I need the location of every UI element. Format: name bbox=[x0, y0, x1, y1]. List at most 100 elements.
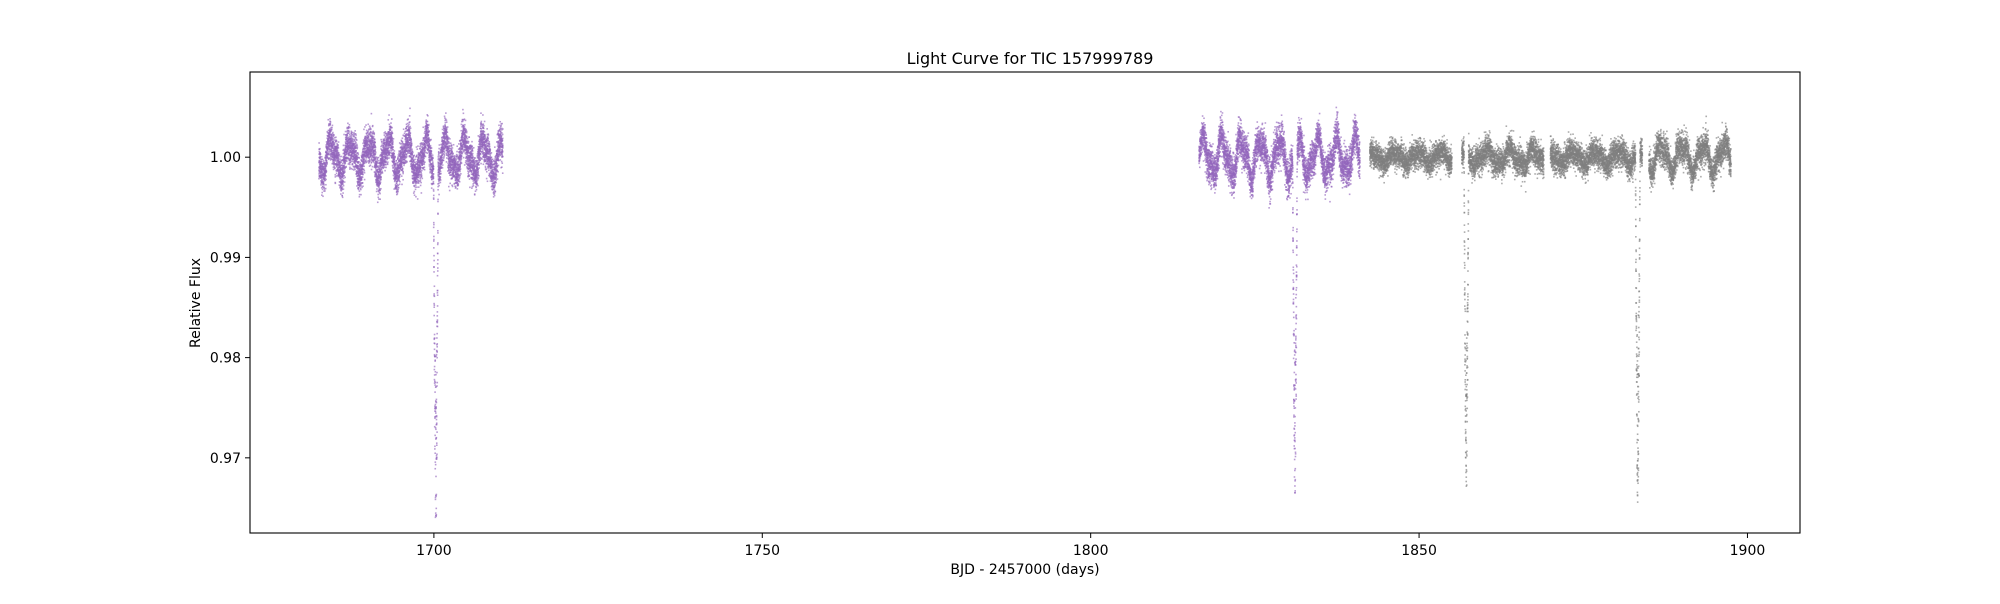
data-point bbox=[352, 153, 355, 155]
data-point bbox=[340, 167, 342, 169]
data-point bbox=[430, 150, 433, 153]
data-point bbox=[330, 128, 333, 131]
data-point bbox=[362, 141, 365, 143]
data-point bbox=[435, 495, 437, 497]
data-point bbox=[433, 333, 436, 336]
data-point bbox=[387, 161, 389, 163]
data-point bbox=[432, 226, 435, 229]
data-point bbox=[388, 146, 391, 149]
data-point bbox=[354, 168, 356, 170]
data-point bbox=[350, 144, 353, 147]
data-point bbox=[437, 198, 439, 201]
data-point bbox=[341, 194, 344, 197]
data-point bbox=[434, 445, 436, 448]
data-point bbox=[367, 123, 370, 126]
data-point bbox=[368, 151, 370, 153]
data-point bbox=[337, 157, 340, 160]
data-point bbox=[364, 137, 367, 140]
data-point bbox=[318, 169, 321, 172]
data-point bbox=[371, 141, 374, 144]
data-point bbox=[370, 134, 372, 137]
data-point bbox=[347, 132, 349, 134]
data-point bbox=[462, 146, 464, 148]
data-point bbox=[323, 184, 325, 186]
data-point bbox=[368, 162, 370, 164]
data-point bbox=[352, 138, 354, 141]
data-point bbox=[408, 129, 411, 131]
data-point bbox=[339, 173, 342, 175]
data-point bbox=[325, 175, 327, 177]
data-point bbox=[461, 151, 464, 153]
data-point bbox=[321, 179, 324, 182]
data-point bbox=[337, 162, 340, 165]
data-point bbox=[427, 127, 429, 129]
data-point bbox=[388, 157, 390, 159]
data-point bbox=[374, 170, 377, 173]
data-point bbox=[389, 128, 392, 131]
data-point bbox=[337, 141, 340, 143]
data-point bbox=[418, 173, 420, 176]
data-point bbox=[368, 147, 371, 149]
data-point bbox=[330, 130, 332, 133]
data-point bbox=[356, 154, 358, 157]
data-point bbox=[359, 182, 362, 184]
data-point bbox=[408, 115, 411, 117]
data-point bbox=[357, 184, 359, 186]
data-point bbox=[439, 170, 442, 173]
data-point bbox=[325, 141, 328, 143]
data-point bbox=[432, 194, 435, 197]
data-point bbox=[358, 161, 360, 163]
data-point bbox=[441, 164, 444, 166]
data-point bbox=[362, 185, 364, 188]
data-point bbox=[363, 171, 366, 174]
data-point bbox=[350, 130, 353, 133]
data-point bbox=[322, 180, 324, 183]
data-point bbox=[459, 174, 461, 177]
data-point bbox=[359, 180, 361, 183]
data-point bbox=[372, 135, 375, 138]
data-point bbox=[464, 119, 467, 122]
data-point bbox=[353, 144, 355, 147]
data-point bbox=[334, 167, 336, 169]
data-point bbox=[365, 156, 368, 158]
data-point bbox=[324, 173, 327, 176]
data-point bbox=[350, 156, 353, 158]
data-point bbox=[320, 180, 322, 182]
data-point bbox=[363, 128, 365, 131]
data-point bbox=[380, 176, 382, 179]
data-point bbox=[432, 188, 435, 191]
data-point bbox=[326, 156, 329, 158]
data-point bbox=[433, 235, 435, 238]
data-point bbox=[369, 126, 371, 129]
data-point bbox=[337, 161, 339, 164]
data-point bbox=[415, 195, 417, 198]
data-point bbox=[368, 128, 370, 130]
data-point bbox=[330, 149, 333, 151]
data-point bbox=[436, 343, 439, 345]
data-point bbox=[318, 150, 321, 153]
data-point bbox=[437, 232, 439, 234]
data-point bbox=[360, 154, 363, 157]
data-point bbox=[332, 137, 334, 140]
data-point bbox=[333, 162, 336, 165]
data-point bbox=[321, 171, 323, 173]
data-point bbox=[341, 162, 344, 165]
data-point bbox=[427, 114, 429, 117]
data-point bbox=[430, 187, 433, 189]
data-point bbox=[413, 194, 416, 197]
data-point bbox=[433, 238, 435, 241]
data-point bbox=[324, 167, 327, 169]
data-point bbox=[368, 156, 371, 159]
data-point bbox=[338, 154, 340, 157]
data-point bbox=[436, 332, 438, 335]
data-point bbox=[357, 187, 360, 189]
data-point bbox=[437, 200, 439, 203]
data-point bbox=[341, 179, 344, 182]
data-point bbox=[366, 144, 369, 147]
data-point bbox=[445, 112, 447, 114]
data-point bbox=[349, 161, 352, 163]
data-point bbox=[342, 177, 345, 180]
data-point bbox=[347, 139, 349, 142]
data-point bbox=[320, 176, 323, 179]
